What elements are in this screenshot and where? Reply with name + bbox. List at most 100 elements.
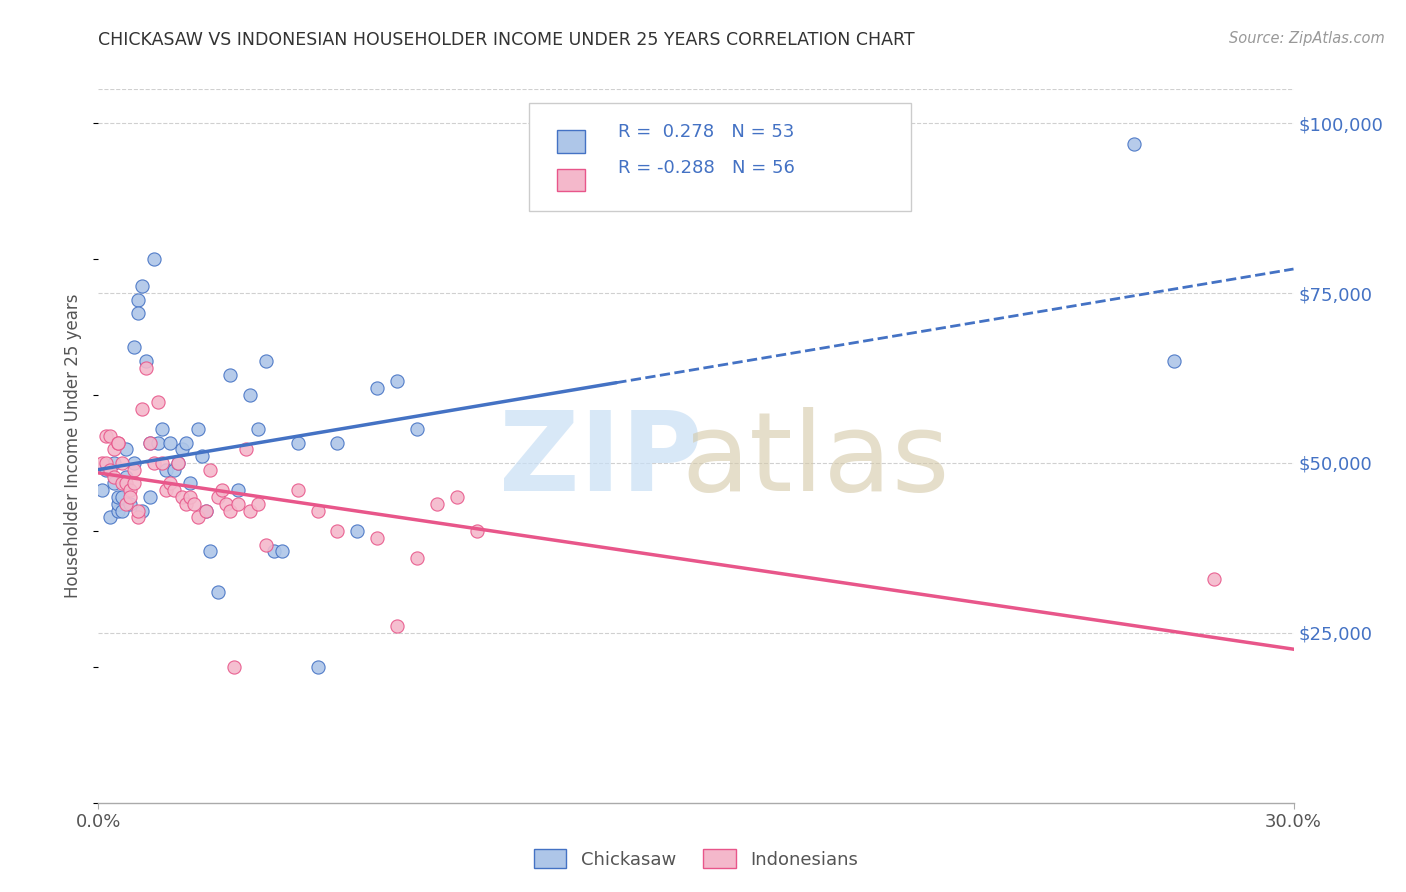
Point (131, 279, 153, 293)
Point (111, 490, 134, 504)
Point (96, 463, 118, 477)
Point (127, 503, 149, 517)
Point (115, 497, 138, 511)
Point (235, 442, 257, 457)
Y-axis label: Householder Income Under 25 years: Householder Income Under 25 years (65, 293, 83, 599)
Point (195, 503, 218, 517)
Point (143, 456, 166, 470)
Point (307, 503, 329, 517)
Point (287, 435, 309, 450)
Point (270, 544, 292, 558)
Point (1123, 136, 1146, 151)
Point (406, 551, 429, 566)
Point (131, 401, 153, 416)
Point (103, 442, 125, 457)
Point (198, 463, 221, 477)
Point (115, 469, 138, 483)
Point (159, 435, 181, 450)
FancyBboxPatch shape (557, 130, 585, 153)
Legend: Chickasaw, Indonesians: Chickasaw, Indonesians (527, 842, 865, 876)
Point (111, 476, 134, 491)
Point (195, 503, 218, 517)
Point (254, 354, 277, 368)
Point (124, 456, 146, 470)
Point (179, 476, 201, 491)
Point (135, 360, 157, 375)
Point (120, 483, 142, 498)
Point (446, 490, 468, 504)
Point (326, 524, 349, 538)
Point (115, 442, 138, 457)
Point (103, 476, 125, 491)
Point (465, 524, 488, 538)
Point (96, 429, 118, 443)
Point (139, 490, 162, 504)
Point (107, 490, 129, 504)
Point (207, 490, 229, 504)
Point (143, 252, 166, 266)
Point (246, 422, 269, 436)
Point (172, 442, 194, 457)
Point (120, 490, 142, 504)
Point (406, 422, 429, 436)
Point (100, 429, 122, 443)
Point (198, 544, 221, 558)
Point (107, 435, 129, 450)
Point (139, 435, 162, 450)
Point (148, 435, 170, 450)
Point (246, 497, 269, 511)
Point (111, 456, 134, 470)
Point (124, 341, 146, 355)
Point (172, 490, 194, 504)
Point (91, 456, 114, 470)
Point (174, 497, 197, 511)
Point (187, 510, 209, 524)
FancyBboxPatch shape (557, 169, 585, 191)
Point (127, 306, 149, 320)
Point (307, 660, 329, 674)
Point (91, 483, 114, 498)
Point (148, 394, 170, 409)
Point (139, 435, 162, 450)
Point (107, 435, 129, 450)
Point (219, 368, 242, 382)
Point (120, 497, 142, 511)
Point (346, 524, 368, 538)
Point (111, 503, 134, 517)
Point (131, 503, 153, 517)
Text: R =  0.278   N = 53: R = 0.278 N = 53 (619, 123, 794, 141)
Point (1163, 354, 1185, 368)
Point (1202, 572, 1225, 586)
Point (191, 449, 214, 463)
Point (187, 422, 209, 436)
Point (159, 476, 181, 491)
Point (219, 503, 242, 517)
Point (239, 503, 262, 517)
FancyBboxPatch shape (529, 103, 911, 211)
Point (226, 497, 249, 511)
Text: Source: ZipAtlas.com: Source: ZipAtlas.com (1229, 31, 1385, 46)
Point (127, 293, 149, 307)
Point (107, 497, 129, 511)
Text: ZIP: ZIP (499, 407, 702, 514)
Point (100, 463, 122, 477)
Point (326, 435, 349, 450)
Point (124, 476, 146, 491)
Point (385, 619, 409, 633)
Point (222, 660, 245, 674)
Point (215, 497, 238, 511)
Point (183, 497, 205, 511)
Point (150, 456, 173, 470)
Point (167, 456, 190, 470)
Point (226, 483, 249, 498)
Point (385, 375, 409, 389)
Point (135, 354, 157, 368)
Point (287, 483, 309, 498)
Point (167, 456, 190, 470)
Point (107, 503, 129, 517)
Point (426, 497, 449, 511)
Point (163, 463, 186, 477)
Text: atlas: atlas (682, 407, 949, 514)
Point (211, 483, 233, 498)
Point (174, 435, 197, 450)
